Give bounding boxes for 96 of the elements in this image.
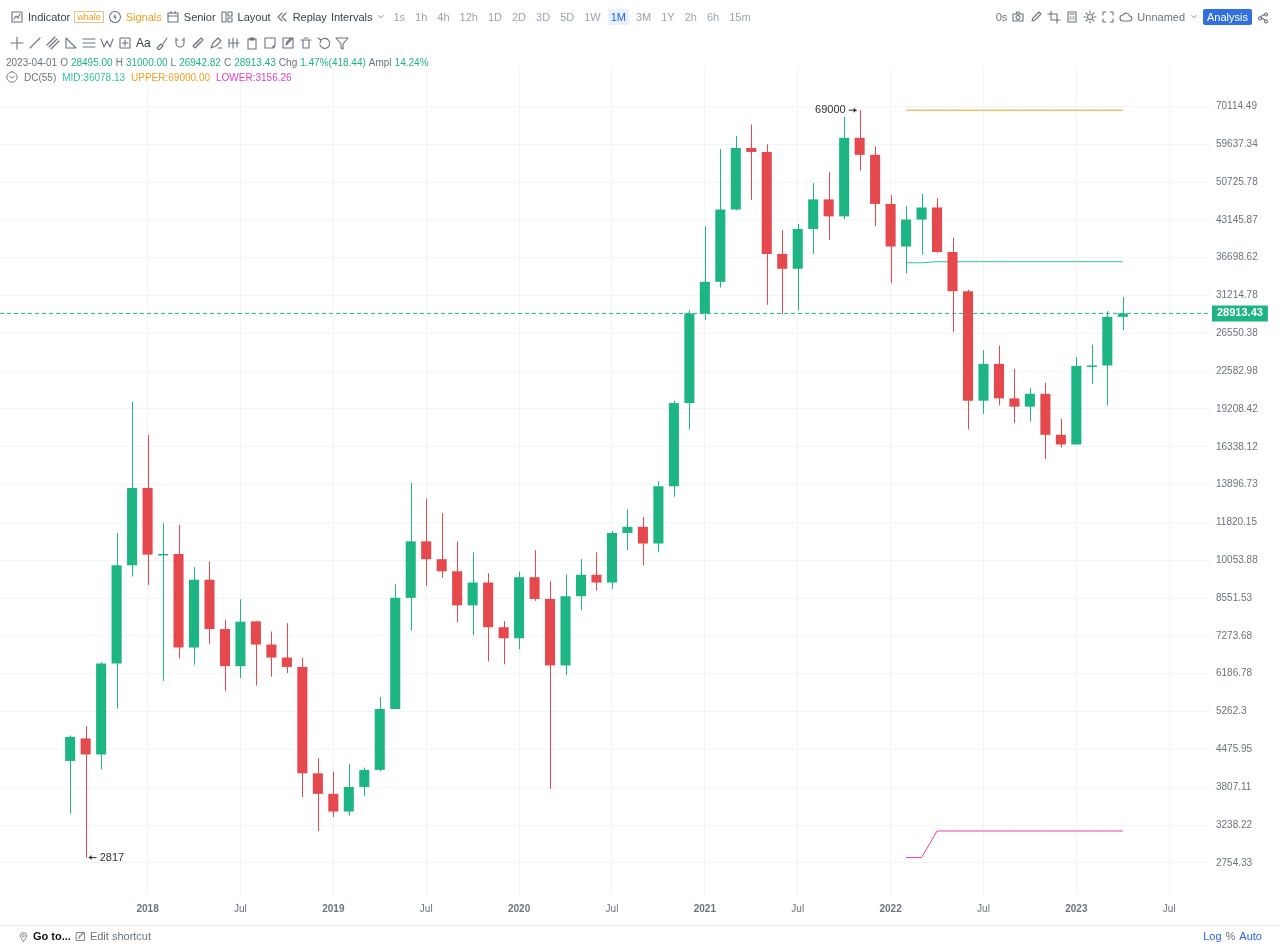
x-tick-label: 2021 [693,902,717,914]
y-tick-label: 2754.33 [1216,856,1253,868]
candlestick [467,551,478,636]
y-tick-label: 26550.38 [1216,327,1259,339]
candlestick [823,171,834,241]
text: 3M [634,10,653,25]
y-tick-label: 43145.87 [1216,213,1259,225]
candlestick [1086,344,1097,385]
candlestick [281,622,292,674]
x-tick-label: Jul [605,902,619,914]
candlestick [266,631,277,678]
y-tick-label: 7273.68 [1216,629,1253,641]
text: 1D [486,10,503,25]
y-tick-label: 13896.73 [1216,478,1259,490]
text: Layout [236,10,271,24]
text: Intervals [330,11,374,23]
text: 3D [535,10,552,25]
text: 1Y [660,10,676,25]
x-tick-label: Jul [791,902,805,914]
x-tick-label: 2019 [322,902,345,914]
text: Signals [124,10,162,24]
text: Go to... [32,930,71,942]
y-tick-label: 16338.12 [1216,440,1259,452]
y-tick-label: 70114.49 [1216,100,1258,112]
text: 6h [705,10,721,25]
candlestick [312,757,323,832]
x-tick-label: Jul [977,902,990,914]
candlestick [359,767,370,797]
annotation: 69000 [815,103,846,116]
y-tick-label: 3807.11 [1216,780,1252,792]
text: UPPER:69000.00 [131,71,211,83]
text: 0s [995,11,1008,23]
y-tick-label: 59637.34 [1216,137,1259,149]
x-tick-label: 2020 [507,902,531,914]
text: Analysis [1203,9,1252,25]
text: Replay [291,10,327,24]
text: 5D [559,10,576,25]
candlestick [529,549,540,602]
y-tick-label: 36698.62 [1216,251,1259,263]
candlestick [65,734,76,815]
y-tick-label: 22582.98 [1216,364,1259,376]
text: 2023-04-01 O 28495.00 H 31000.00 L 26942.82 C 28913.43 Chg 1.47%(418.44) Ampl 14.24% [6,57,429,68]
x-tick-label: 2022 [879,902,903,914]
x-tick-label: Jul [419,902,433,914]
candlestick [328,771,339,818]
ref-line-label: 28913.43 [1217,306,1263,319]
text: 1h [414,10,429,25]
candlestick [916,193,927,256]
x-tick-label: 2023 [1065,902,1088,914]
x-tick-label: Jul [1162,902,1176,914]
text: Aa [136,36,151,50]
annotation: 2817 [99,850,125,863]
text: 1s [392,10,407,25]
text: 4h [436,10,451,25]
text: Edit shortcut [88,930,152,942]
candlestick [637,516,648,567]
y-tick-label: 50725.78 [1216,175,1259,187]
y-tick-label: 4475.95 [1216,743,1253,755]
candlestick [1024,387,1035,423]
text: LOWER:3156.26 [216,71,292,83]
text: 2D [511,10,528,25]
y-tick-label: 19208.42 [1216,402,1259,414]
x-tick-label: 2018 [136,902,160,914]
text: Senior [182,10,216,24]
x-tick-label: Jul [234,902,247,914]
text: 15m [728,10,752,25]
text: whale [74,11,104,23]
text: 12h [458,10,479,25]
candlestick [746,123,757,201]
text: Indicator [28,11,71,23]
candlestick [777,229,788,315]
candlestick [1009,368,1020,424]
y-tick-label: 8551.53 [1216,591,1253,603]
text: 1M [607,9,629,25]
candlestick [622,508,633,551]
text: Auto [1239,930,1262,942]
candlestick [591,551,602,592]
y-tick-label: 5262.3 [1216,705,1248,717]
y-tick-label: 3238.22 [1216,818,1253,830]
y-tick-label: 31214.78 [1216,289,1259,301]
y-tick-label: 6186.78 [1216,667,1253,679]
candlestick [436,512,447,579]
legend-title: DC(55) [24,71,57,83]
candlestick [575,558,587,611]
text: 1W [583,10,602,25]
text: Unnamed [1136,10,1187,24]
y-tick-label: 11820.15 [1216,516,1258,528]
text: Log [1203,930,1222,942]
candlestick [498,620,509,665]
text: MID:36078.13 [62,71,126,83]
text: % [1225,930,1236,942]
candlestick [250,620,261,687]
y-tick-label: 10053.88 [1216,554,1259,566]
candlestick [421,497,432,587]
candlestick [1055,418,1066,448]
text: 2h [683,10,698,25]
